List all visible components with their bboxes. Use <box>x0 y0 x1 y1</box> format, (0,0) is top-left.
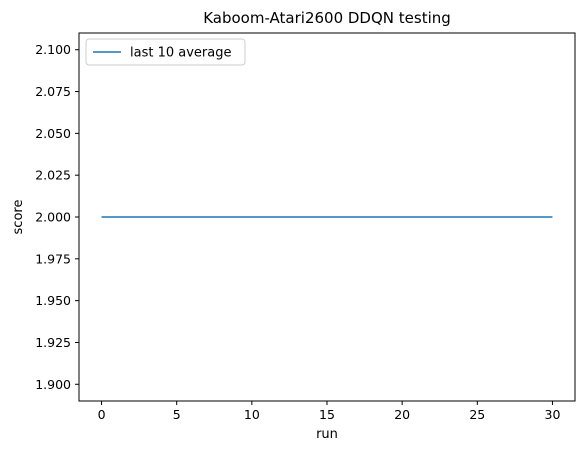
y-tick-label: 1.925 <box>35 335 71 350</box>
chart-title: Kaboom-Atari2600 DDQN testing <box>203 9 451 27</box>
x-tick-label: 30 <box>545 407 561 422</box>
legend: last 10 average <box>85 38 246 66</box>
legend-label-last-10-average: last 10 average <box>130 46 231 61</box>
x-axis-label: run <box>316 427 338 442</box>
x-tick-label: 10 <box>244 407 260 422</box>
y-tick-label: 1.950 <box>35 293 71 308</box>
ticks-layer: 0 5 10 15 20 25 30 1.900 1.925 1.950 1.975 2.000 2.0… <box>35 42 560 422</box>
x-tick-label: 25 <box>469 407 485 422</box>
legend-box <box>85 38 246 66</box>
y-tick-label: 1.900 <box>35 377 71 392</box>
y-tick-label: 2.100 <box>35 42 71 57</box>
y-tick-label: 2.025 <box>35 168 71 183</box>
x-tick-label: 0 <box>98 407 106 422</box>
y-axis-label: score <box>11 200 26 235</box>
x-tick-label: 5 <box>173 407 181 422</box>
y-tick-label: 2.075 <box>35 84 71 99</box>
y-tick-label: 1.975 <box>35 251 71 266</box>
y-tick-label: 2.050 <box>35 126 71 141</box>
y-tick-label: 2.000 <box>35 210 71 225</box>
x-tick-label: 15 <box>319 407 335 422</box>
x-tick-label: 20 <box>394 407 410 422</box>
plot-frame <box>78 32 576 402</box>
